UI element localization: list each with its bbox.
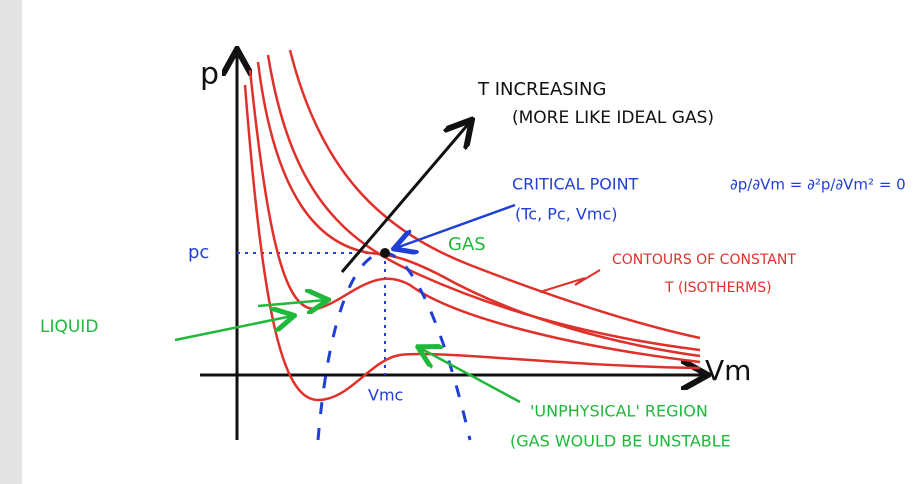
critical-point [380, 248, 390, 258]
isotherm [243, 84, 701, 402]
pc-label: pc [188, 242, 209, 263]
ideal-gas: (MORE LIKE IDEAL GAS) [512, 108, 714, 128]
x-label: Vm [705, 354, 751, 387]
isotherm [248, 69, 701, 364]
liquid-label: LIQUID [40, 317, 98, 337]
unphysical-arrow [420, 348, 521, 404]
contour-arrow [539, 269, 601, 293]
isotherms-label: T (ISOTHERMS) [664, 280, 772, 296]
critical-coords: (Tc, Pc, Vmc) [515, 205, 617, 224]
isotherm [288, 49, 701, 340]
critical-arrow [396, 203, 516, 248]
liquid-arrow-short [257, 300, 326, 306]
t-increasing: T INCREASING [477, 79, 606, 100]
liquid-arrow [174, 316, 292, 342]
isotherm [256, 61, 701, 358]
critical-point-label: CRITICAL POINT [512, 175, 639, 194]
vmc-label: Vmc [368, 386, 403, 405]
t-arrow [340, 122, 470, 273]
y-label: p [200, 57, 219, 92]
isotherm [266, 54, 701, 352]
critical-condition: ∂p/∂Vm = ∂²p/∂Vm² = 0 [730, 176, 906, 194]
isotherms [243, 49, 701, 402]
gas-label: GAS [448, 234, 486, 255]
unstable-label: (GAS WOULD BE UNSTABLE [510, 432, 731, 451]
unphysical-label: 'UNPHYSICAL' REGION [530, 402, 708, 421]
contours-label: CONTOURS OF CONSTANT [612, 252, 796, 268]
coexistence-dome [316, 251, 472, 441]
left-strip [0, 0, 22, 484]
